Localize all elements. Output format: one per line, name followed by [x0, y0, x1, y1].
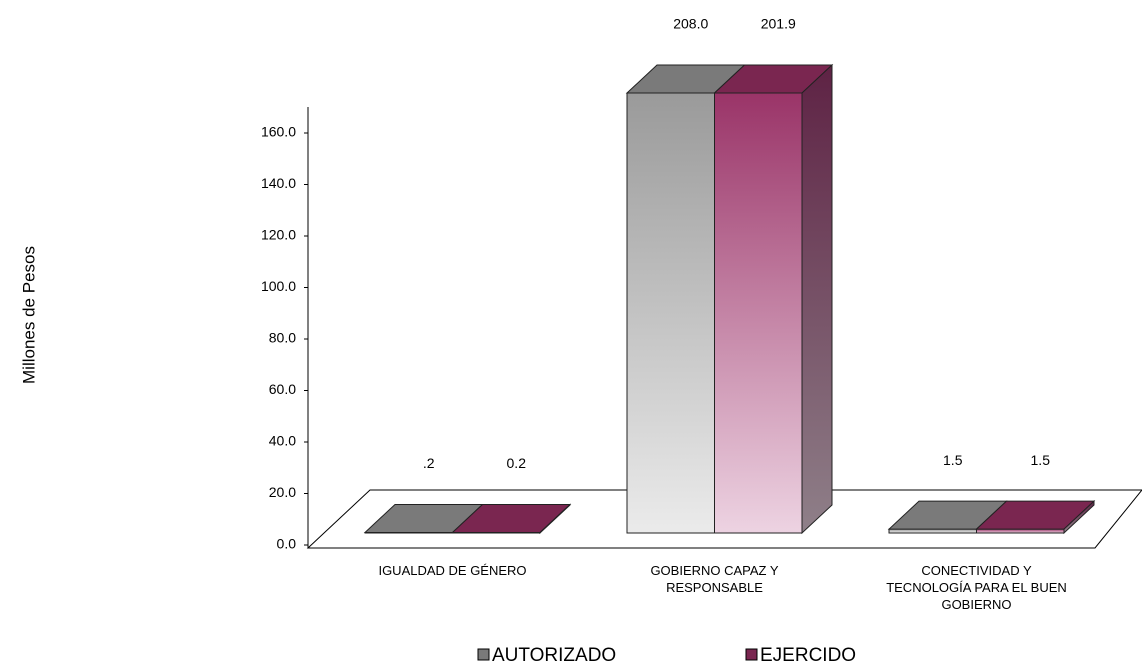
value-label: .2: [423, 455, 435, 471]
x-tick-label: IGUALDAD DE GÉNERO: [378, 563, 527, 578]
floor: [306, 489, 1142, 549]
y-tick-label: 160.0: [261, 124, 296, 140]
x-tick-label: CONECTIVIDAD Y TECNOLOGÍA PARA EL BUEN G…: [886, 563, 1067, 612]
x-tick-label: GOBIERNO CAPAZ Y RESPONSABLE: [650, 563, 779, 595]
value-label: 1.5: [943, 452, 963, 468]
legend-label: EJERCIDO: [760, 645, 856, 666]
y-tick-label: 20.0: [269, 484, 296, 500]
bar: [976, 528, 1065, 534]
value-label: 201.9: [761, 16, 796, 32]
y-tick-label: 0.0: [277, 536, 297, 552]
legend-swatch: [745, 648, 758, 661]
y-tick-label: 140.0: [261, 175, 296, 191]
value-label: 208.0: [673, 16, 708, 32]
bar: [714, 92, 803, 534]
y-tick-label: 80.0: [269, 330, 296, 346]
y-tick-label: 40.0: [269, 433, 296, 449]
y-tick-label: 120.0: [261, 227, 296, 243]
bar-side: [539, 503, 571, 535]
bar: [888, 528, 977, 534]
bar-side: [1063, 499, 1095, 535]
legend-swatch: [477, 648, 490, 661]
bar-side: [801, 63, 833, 535]
legend-label: AUTORIZADO: [492, 645, 616, 666]
value-label: 0.2: [507, 455, 527, 471]
value-label: 1.5: [1031, 452, 1051, 468]
bar: [626, 92, 715, 534]
y-tick-label: 60.0: [269, 381, 296, 397]
y-tick-label: 100.0: [261, 278, 296, 294]
y-axis-title: Millones de Pesos: [19, 246, 38, 384]
